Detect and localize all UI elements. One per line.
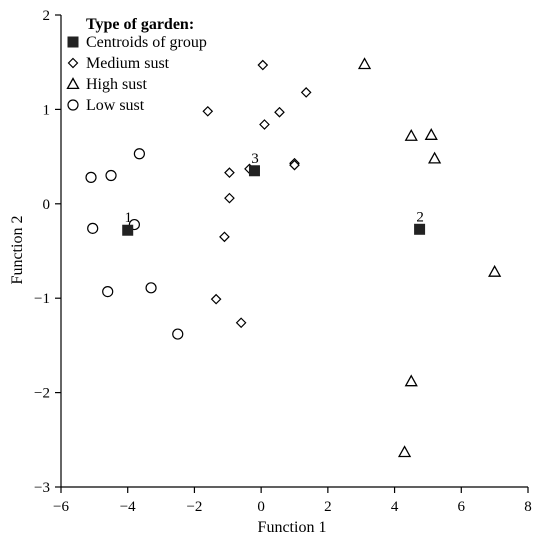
circle-point <box>102 285 114 298</box>
diamond-point <box>257 59 269 71</box>
diamond-point <box>235 317 247 329</box>
y-tick-label: −3 <box>34 480 50 496</box>
x-tick-label: −2 <box>186 499 202 515</box>
y-tick-label: −1 <box>34 291 50 307</box>
centroid-label: 1 <box>124 210 132 226</box>
legend: Type of garden:Centroids of group Medium … <box>66 16 207 114</box>
legend-marker <box>67 57 79 69</box>
data-points: 1 2 3 <box>85 57 502 458</box>
diamond-point <box>289 159 300 171</box>
axes: −6 −4 −2 0 2 4 6 8 −3 −2 −1 0 1 2 <box>34 8 532 515</box>
triangle-point <box>424 128 438 140</box>
circle-point <box>172 328 184 340</box>
legend-title: Type of garden: <box>86 16 194 33</box>
legend-marker <box>67 36 79 48</box>
legend-marker <box>67 99 79 111</box>
x-tick-label: 4 <box>391 499 399 515</box>
x-tick-label: −4 <box>120 499 136 515</box>
square-point <box>414 223 426 235</box>
x-tick-label: 8 <box>524 499 532 515</box>
legend-entry: Centroids of group <box>86 34 207 51</box>
y-tick-label: 0 <box>43 197 51 213</box>
diamond-point <box>202 105 214 117</box>
legend-marker <box>66 77 80 90</box>
diamond-point <box>259 119 270 130</box>
x-tick-label: 2 <box>324 499 332 515</box>
y-axis-title: Function 2 <box>9 216 26 285</box>
y-tick-label: −2 <box>34 386 50 402</box>
circle-point <box>145 282 157 294</box>
x-tick-label: 0 <box>257 499 265 515</box>
diamond-point <box>219 231 230 243</box>
x-tick-label: 6 <box>458 499 466 515</box>
centroid-label: 3 <box>251 151 259 167</box>
triangle-point <box>404 128 418 141</box>
circle-point <box>105 169 117 182</box>
triangle-point <box>488 264 502 277</box>
y-tick-label: 2 <box>43 8 51 24</box>
centroid-label: 2 <box>416 209 424 225</box>
square-point <box>122 224 134 236</box>
legend-entry: Medium sust <box>86 55 170 72</box>
legend-entry: High sust <box>86 76 147 93</box>
diamond-point <box>224 192 235 204</box>
circle-point <box>133 148 145 160</box>
triangle-point <box>397 445 412 458</box>
square-point <box>248 165 260 177</box>
diamond-point <box>300 87 312 98</box>
diamond-point <box>210 293 222 305</box>
legend-entry: Low sust <box>86 97 145 114</box>
circle-point <box>87 222 99 234</box>
diamond-point <box>274 106 285 118</box>
circle-point <box>85 171 97 183</box>
triangle-point <box>404 374 418 387</box>
x-axis-title: Function 1 <box>258 519 327 536</box>
x-tick-label: −6 <box>53 499 69 515</box>
diamond-point <box>224 167 235 178</box>
y-tick-label: 1 <box>43 102 51 118</box>
triangle-point <box>357 57 372 70</box>
triangle-point <box>427 151 442 164</box>
